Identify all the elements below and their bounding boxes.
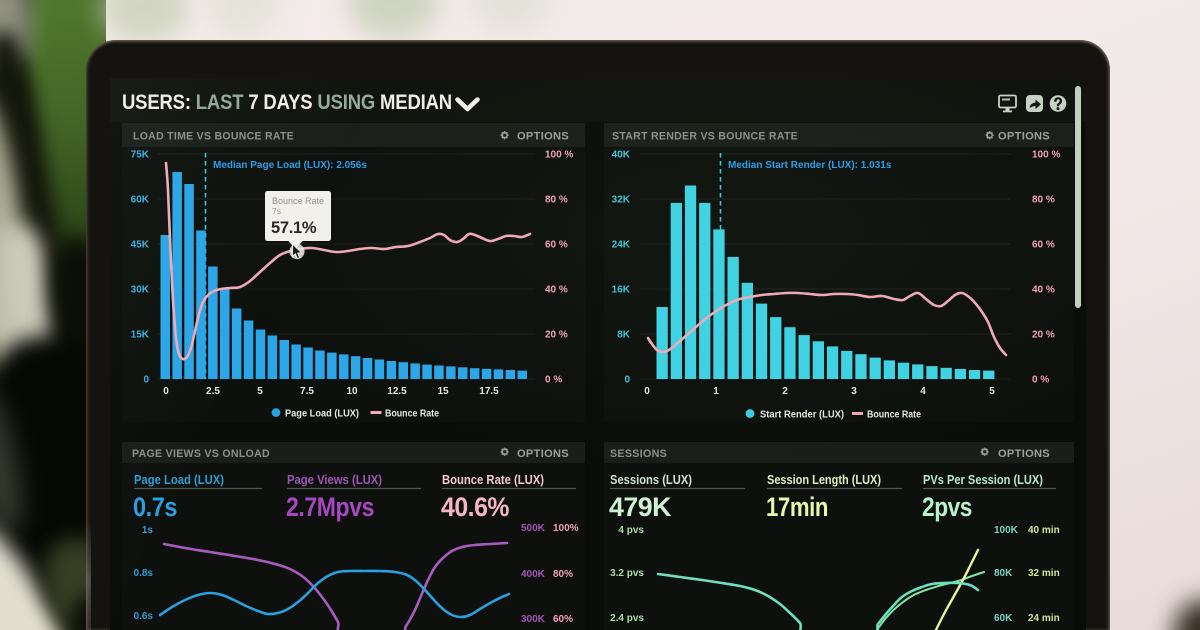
svg-text:500K: 500K — [521, 523, 546, 534]
svg-text:PVs Per Session (LUX): PVs Per Session (LUX) — [923, 472, 1043, 487]
svg-text:16K: 16K — [612, 285, 631, 296]
svg-text:479K: 479K — [609, 492, 672, 522]
svg-text:100 %: 100 % — [1032, 150, 1060, 161]
svg-text:20 %: 20 % — [1032, 330, 1055, 341]
svg-text:40 min: 40 min — [1028, 525, 1060, 536]
svg-text:PAGE VIEWS VS ONLOAD: PAGE VIEWS VS ONLOAD — [132, 448, 270, 460]
svg-text:SESSIONS: SESSIONS — [610, 448, 667, 460]
svg-text:17min: 17min — [766, 492, 828, 522]
svg-text:15: 15 — [437, 386, 449, 397]
svg-text:3: 3 — [851, 386, 857, 397]
svg-text:Bounce Rate: Bounce Rate — [867, 410, 921, 421]
svg-text:4 pvs: 4 pvs — [618, 525, 644, 536]
svg-text:LOAD TIME VS BOUNCE RATE: LOAD TIME VS BOUNCE RATE — [133, 131, 294, 143]
svg-text:2.7Mpvs: 2.7Mpvs — [286, 492, 374, 522]
svg-text:5: 5 — [989, 386, 995, 397]
svg-text:80 %: 80 % — [1032, 195, 1055, 206]
svg-text:30K: 30K — [131, 285, 150, 296]
svg-text:4: 4 — [920, 386, 926, 397]
svg-text:0: 0 — [163, 386, 169, 397]
svg-text:START RENDER VS BOUNCE RATE: START RENDER VS BOUNCE RATE — [612, 131, 798, 143]
svg-text:60K: 60K — [131, 195, 150, 206]
svg-text:Bounce Rate: Bounce Rate — [272, 196, 324, 206]
svg-text:75K: 75K — [131, 150, 150, 161]
svg-text:0.7s: 0.7s — [133, 492, 177, 522]
svg-text:15K: 15K — [131, 330, 150, 341]
svg-text:Bounce Rate (LUX): Bounce Rate (LUX) — [442, 472, 544, 487]
svg-text:Start Render (LUX): Start Render (LUX) — [760, 410, 844, 421]
svg-text:40 %: 40 % — [545, 285, 568, 296]
svg-text:300K: 300K — [521, 614, 546, 625]
svg-text:0.8s: 0.8s — [134, 568, 154, 579]
svg-text:Page Load (LUX): Page Load (LUX) — [134, 472, 224, 487]
svg-text:0: 0 — [624, 375, 630, 386]
svg-text:17.5: 17.5 — [479, 386, 499, 397]
svg-text:Page Views (LUX): Page Views (LUX) — [287, 472, 382, 487]
svg-text:0: 0 — [644, 386, 650, 397]
svg-text:12.5: 12.5 — [387, 386, 407, 397]
svg-text:10: 10 — [346, 386, 358, 397]
svg-text:Median Page Load (LUX): 2.056s: Median Page Load (LUX): 2.056s — [213, 160, 367, 171]
svg-text:5: 5 — [257, 386, 263, 397]
svg-text:2.4 pvs: 2.4 pvs — [610, 613, 644, 624]
svg-text:2pvs: 2pvs — [922, 492, 972, 522]
svg-text:60 %: 60 % — [545, 240, 568, 251]
svg-text:40K: 40K — [612, 150, 631, 161]
svg-text:100K: 100K — [994, 525, 1019, 536]
svg-text:3.2 pvs: 3.2 pvs — [610, 568, 644, 579]
svg-text:45K: 45K — [131, 240, 150, 251]
svg-text:60%: 60% — [553, 614, 573, 625]
svg-text:7.5: 7.5 — [300, 386, 314, 397]
svg-text:OPTIONS: OPTIONS — [517, 448, 569, 460]
svg-text:Sessions (LUX): Sessions (LUX) — [610, 472, 692, 487]
svg-text:8K: 8K — [617, 330, 631, 341]
svg-text:80 %: 80 % — [545, 195, 568, 206]
svg-text:57.1%: 57.1% — [271, 219, 317, 237]
svg-text:40 %: 40 % — [1032, 285, 1055, 296]
svg-text:100 %: 100 % — [545, 150, 573, 161]
svg-text:24K: 24K — [612, 240, 631, 251]
svg-text:40.6%: 40.6% — [441, 492, 509, 522]
svg-text:0 %: 0 % — [545, 375, 562, 386]
svg-text:1s: 1s — [142, 525, 154, 536]
svg-text:OPTIONS: OPTIONS — [998, 131, 1050, 143]
svg-text:20 %: 20 % — [545, 330, 568, 341]
svg-text:Median Start Render (LUX): 1.0: Median Start Render (LUX): 1.031s — [728, 160, 892, 171]
svg-text:1: 1 — [713, 386, 719, 397]
svg-text:32K: 32K — [612, 195, 631, 206]
svg-text:Bounce Rate: Bounce Rate — [385, 409, 439, 420]
svg-text:0.6s: 0.6s — [134, 611, 154, 622]
svg-text:100%: 100% — [553, 523, 579, 534]
svg-text:7s: 7s — [272, 206, 281, 216]
svg-text:400K: 400K — [521, 569, 546, 580]
svg-text:80K: 80K — [994, 568, 1013, 579]
svg-text:0 %: 0 % — [1032, 375, 1049, 386]
svg-text:60 %: 60 % — [1032, 240, 1055, 251]
svg-text:24 min: 24 min — [1028, 613, 1060, 624]
svg-text:OPTIONS: OPTIONS — [517, 131, 569, 143]
svg-text:Session Length (LUX): Session Length (LUX) — [767, 472, 881, 487]
svg-text:60K: 60K — [994, 613, 1013, 624]
svg-text:2: 2 — [782, 386, 788, 397]
svg-text:Page Load (LUX): Page Load (LUX) — [285, 409, 359, 420]
svg-text:0: 0 — [143, 375, 149, 386]
svg-text:80%: 80% — [553, 569, 573, 580]
svg-text:2.5: 2.5 — [206, 386, 220, 397]
svg-text:32 min: 32 min — [1028, 568, 1060, 579]
svg-text:OPTIONS: OPTIONS — [998, 448, 1050, 460]
